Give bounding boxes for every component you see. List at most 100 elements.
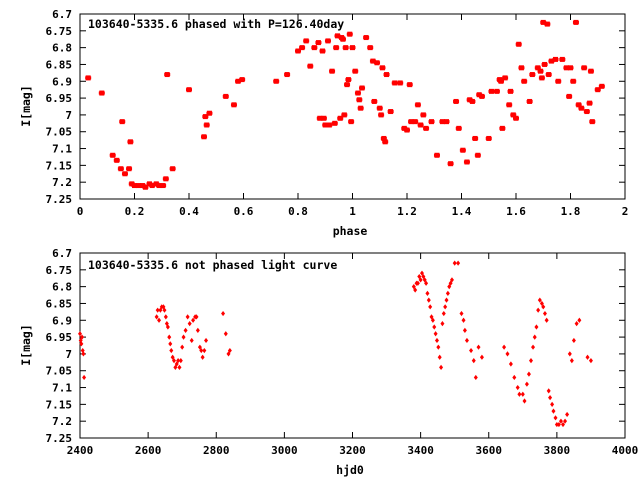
data-point-arm (598, 84, 605, 88)
y-tick-label: 7.15 (46, 159, 73, 172)
data-point-arm (594, 88, 601, 92)
y-axis-label: I[mag] (19, 85, 33, 127)
data-point-arm (447, 162, 454, 166)
data-point-arm (186, 88, 192, 92)
data-point-arm (126, 167, 133, 171)
data-point (424, 280, 429, 286)
data-point-arm (369, 59, 376, 63)
data-point (227, 347, 232, 354)
data-point-arm (538, 76, 545, 80)
x-tick-label: 0.6 (234, 205, 254, 218)
data-point-arm (337, 116, 344, 120)
data-point (194, 314, 199, 320)
data-point-arm (570, 79, 577, 83)
data-point-arm (414, 103, 421, 107)
data-point (164, 321, 169, 327)
data-point (569, 358, 574, 364)
data-point-arm (472, 136, 479, 140)
data-point (436, 344, 441, 350)
data-point-arm (149, 184, 156, 188)
data-point-arm (135, 184, 142, 188)
data-point (459, 310, 464, 317)
data-point-arm (563, 66, 570, 70)
data-point (163, 314, 168, 320)
y-tick-label: 7.1 (52, 143, 72, 156)
data-point (185, 314, 190, 320)
x-tick-label: 2600 (135, 444, 162, 457)
data-point (517, 391, 522, 397)
y-tick-label: 6.9 (52, 75, 72, 88)
data-point (577, 317, 582, 323)
x-tick-label: 1.6 (506, 205, 526, 218)
data-point (165, 324, 170, 330)
data-point-arm (506, 103, 513, 107)
y-tick-label: 6.95 (46, 92, 73, 105)
data-point-arm (537, 69, 544, 73)
data-point (471, 358, 476, 364)
data-point-arm (493, 89, 500, 93)
data-point-arm (499, 126, 506, 130)
data-point-arm (378, 113, 385, 117)
data-point-arm (359, 86, 366, 90)
data-point (508, 361, 513, 367)
data-point-arm (545, 73, 552, 77)
data-point (178, 358, 183, 364)
data-point-arm (128, 182, 135, 186)
data-point (417, 273, 422, 280)
y-tick-label: 7 (65, 109, 72, 122)
data-point (502, 344, 507, 350)
data-point-arm (333, 46, 340, 50)
data-point (426, 297, 431, 303)
data-point (551, 408, 556, 414)
chart-title: 103640-5335.6 not phased light curve (88, 258, 337, 272)
data-point-arm (433, 153, 440, 157)
y-tick-label: 6.8 (52, 42, 72, 55)
data-point-arm (474, 153, 481, 157)
data-point (81, 351, 86, 357)
data-point (520, 391, 525, 397)
data-point-arm (341, 113, 348, 117)
data-point (199, 347, 204, 354)
data-point-arm (119, 120, 126, 124)
data-point (176, 358, 181, 364)
data-point (553, 415, 558, 421)
data-point (425, 290, 430, 296)
y-tick-label: 7.15 (46, 398, 73, 411)
y-tick-label: 6.8 (52, 281, 72, 294)
data-point (167, 334, 172, 340)
data-point (537, 297, 542, 303)
data-point-arm (406, 83, 413, 87)
x-tick-label: 3400 (407, 444, 434, 457)
data-point (168, 341, 173, 347)
tick-group: 0 0.2 0.4 0.6 0.8 1 1.2 1.4 1.6 1.8 2 6.7 6.75 6.8 6.8… (46, 8, 629, 218)
data-point (157, 317, 162, 323)
data-point-arm (380, 136, 387, 140)
data-point-arm (146, 182, 153, 186)
data-point-arm (575, 103, 582, 107)
data-point (531, 344, 536, 350)
data-point-arm (379, 66, 386, 70)
data-point-arm (354, 91, 361, 95)
data-point (221, 310, 226, 317)
data-point-arm (455, 126, 462, 130)
data-point (421, 273, 426, 280)
x-axis-label: phase (333, 224, 368, 238)
data-point (428, 304, 433, 310)
data-point-arm (391, 81, 398, 85)
data-point-arm (299, 46, 306, 50)
data-point-arm (156, 184, 163, 188)
y-tick-label: 7.25 (46, 432, 73, 445)
x-tick-label: 2 (622, 205, 629, 218)
data-point-arm (485, 136, 492, 140)
data-point-arm (476, 93, 483, 97)
y-tick-label: 7.2 (52, 176, 72, 189)
data-point-arm (382, 140, 389, 144)
data-point (444, 297, 449, 303)
data-point-arm (387, 110, 394, 114)
data-point (170, 354, 175, 360)
data-point (177, 364, 182, 370)
data-point-arm (469, 99, 476, 103)
data-point-arm (206, 111, 213, 115)
data-point (526, 371, 531, 377)
y-tick-label: 6.7 (52, 247, 72, 260)
